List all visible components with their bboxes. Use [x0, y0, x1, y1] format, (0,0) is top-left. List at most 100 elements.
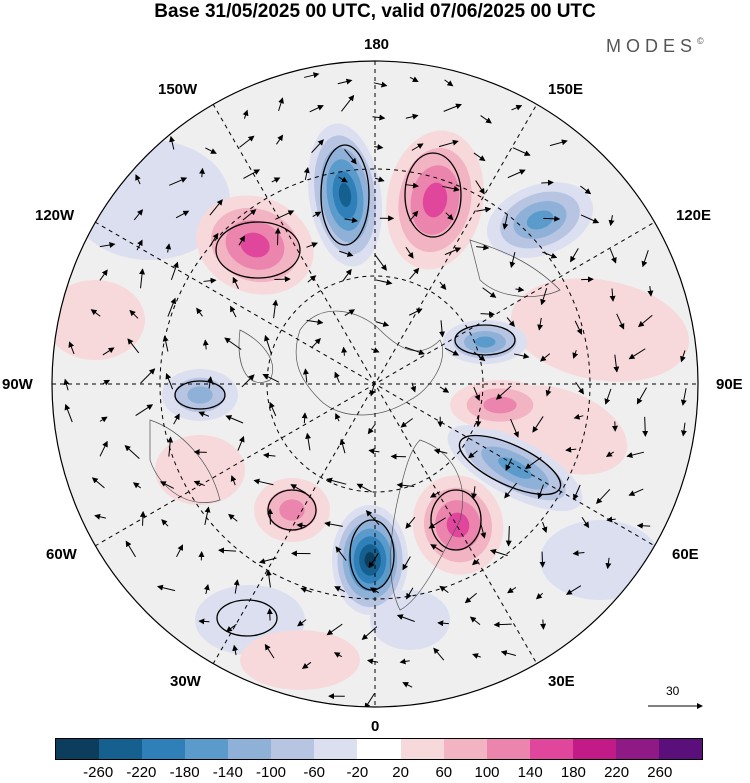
wind-arrow: [570, 248, 579, 263]
wind-arrow: [537, 484, 544, 500]
wind-arrow: [367, 423, 376, 435]
wind-arrow: [375, 279, 393, 286]
pos-center-30e: [446, 512, 470, 538]
colorbar-tick-label: 100: [474, 764, 500, 781]
wind-arrow: [606, 516, 616, 523]
wind-arrow: [333, 652, 343, 658]
colorbar-swatch: [185, 739, 229, 759]
wind-arrow: [444, 79, 454, 87]
wind-arrow: [99, 440, 108, 457]
wind-arrow: [504, 482, 518, 499]
wind-arrow: [265, 569, 272, 588]
pos-center-90e: [483, 396, 517, 414]
wind-arrow: [373, 81, 388, 88]
wind-arrow: [433, 448, 448, 455]
wind-arrow: [175, 210, 190, 219]
wind-arrow: [278, 97, 284, 112]
label-150e: 150E: [548, 81, 584, 98]
wind-arrow: [102, 347, 115, 356]
wind-arrow: [326, 477, 347, 485]
wind-arrow: [173, 413, 180, 425]
wind-arrow: [480, 115, 492, 124]
wind-arrow: [444, 347, 460, 356]
wind-arrow: [132, 482, 141, 489]
anomaly-shading: [540, 520, 660, 600]
wind-arrow: [513, 353, 530, 359]
wind-arrow: [439, 281, 447, 290]
colorbar-tick-label: 20: [392, 764, 409, 781]
wind-arrow: [230, 305, 237, 318]
wind-arrow: [402, 682, 413, 688]
wind-arrow: [228, 513, 238, 522]
colorbar-swatch: [142, 739, 186, 759]
wind-arrow: [473, 386, 481, 401]
brand-mark: ©: [697, 36, 704, 46]
wind-arrow: [469, 616, 481, 625]
wind-arrow: [540, 287, 548, 306]
wind-arrow: [139, 268, 146, 289]
wind-arrow: [580, 185, 592, 195]
colorbar-tick-label: 140: [517, 764, 543, 781]
wind-arrow: [368, 552, 379, 569]
wind-arrow: [205, 147, 217, 154]
wind-arrow: [495, 385, 512, 400]
wind-arrow: [480, 311, 495, 318]
wind-arrow: [307, 275, 317, 283]
wind-arrow: [476, 206, 492, 213]
wind-arrow: [464, 592, 477, 604]
wind-arrow: [127, 338, 140, 354]
wind-arrow: [232, 644, 239, 656]
colorbar-tick-label: -20: [346, 764, 369, 781]
wind-arrow: [500, 650, 517, 656]
wind-arrow: [242, 109, 249, 119]
wind-arrow: [537, 317, 544, 331]
wind-arrow: [202, 339, 209, 350]
wind-arrow: [680, 350, 686, 363]
colorbar-ticks: -260 -220 -180 -140 -100 -60 -20 20 60 100 140 180 2…: [0, 764, 750, 782]
wind-arrow: [341, 94, 355, 112]
wind-arrow: [439, 386, 450, 393]
wind-arrow: [296, 522, 306, 529]
wind-arrow: [430, 544, 443, 553]
wind-arrow: [306, 319, 324, 325]
colorbar-tick-label: -220: [126, 764, 157, 781]
wind-arrow: [207, 376, 213, 389]
wind-arrow: [342, 268, 352, 282]
wind-arrow: [161, 519, 169, 527]
wind-arrow: [575, 381, 584, 395]
wind-arrow: [170, 261, 179, 281]
label-150w: 150W: [158, 81, 198, 98]
wind-arrow: [243, 169, 261, 179]
wind-arrow: [203, 583, 210, 595]
wind-arrow: [135, 174, 141, 185]
wind-arrow: [374, 254, 387, 271]
wind-arrow: [167, 436, 174, 457]
wind-arrow: [404, 346, 425, 356]
anomaly-shading: [52, 280, 145, 360]
wind-arrow: [565, 446, 577, 453]
wind-arrow: [209, 232, 219, 247]
wind-arrow: [374, 144, 384, 150]
wind-arrow: [616, 313, 625, 330]
wind-arrow: [198, 618, 210, 625]
wind-arrow: [242, 209, 257, 221]
wind-arrow: [545, 386, 552, 397]
wind-arrow: [475, 180, 485, 195]
wind-arrow: [339, 250, 354, 257]
label-0: 0: [371, 718, 380, 735]
colorbar-swatch: [658, 739, 702, 759]
wind-arrow: [396, 614, 415, 622]
wind-arrow: [301, 412, 308, 424]
wind-arrow: [566, 585, 582, 595]
wind-arrow: [94, 513, 107, 520]
colorbar-tick-label: 60: [435, 764, 453, 781]
colorbar-tick-label: 220: [604, 764, 630, 781]
wind-arrow: [339, 438, 346, 454]
wind-arrow: [193, 480, 205, 487]
neg-center-90e-high: [474, 336, 496, 348]
wind-arrow: [438, 139, 459, 148]
wind-arrow: [428, 517, 446, 529]
wind-arrow: [541, 179, 554, 186]
wind-arrow: [304, 72, 320, 79]
